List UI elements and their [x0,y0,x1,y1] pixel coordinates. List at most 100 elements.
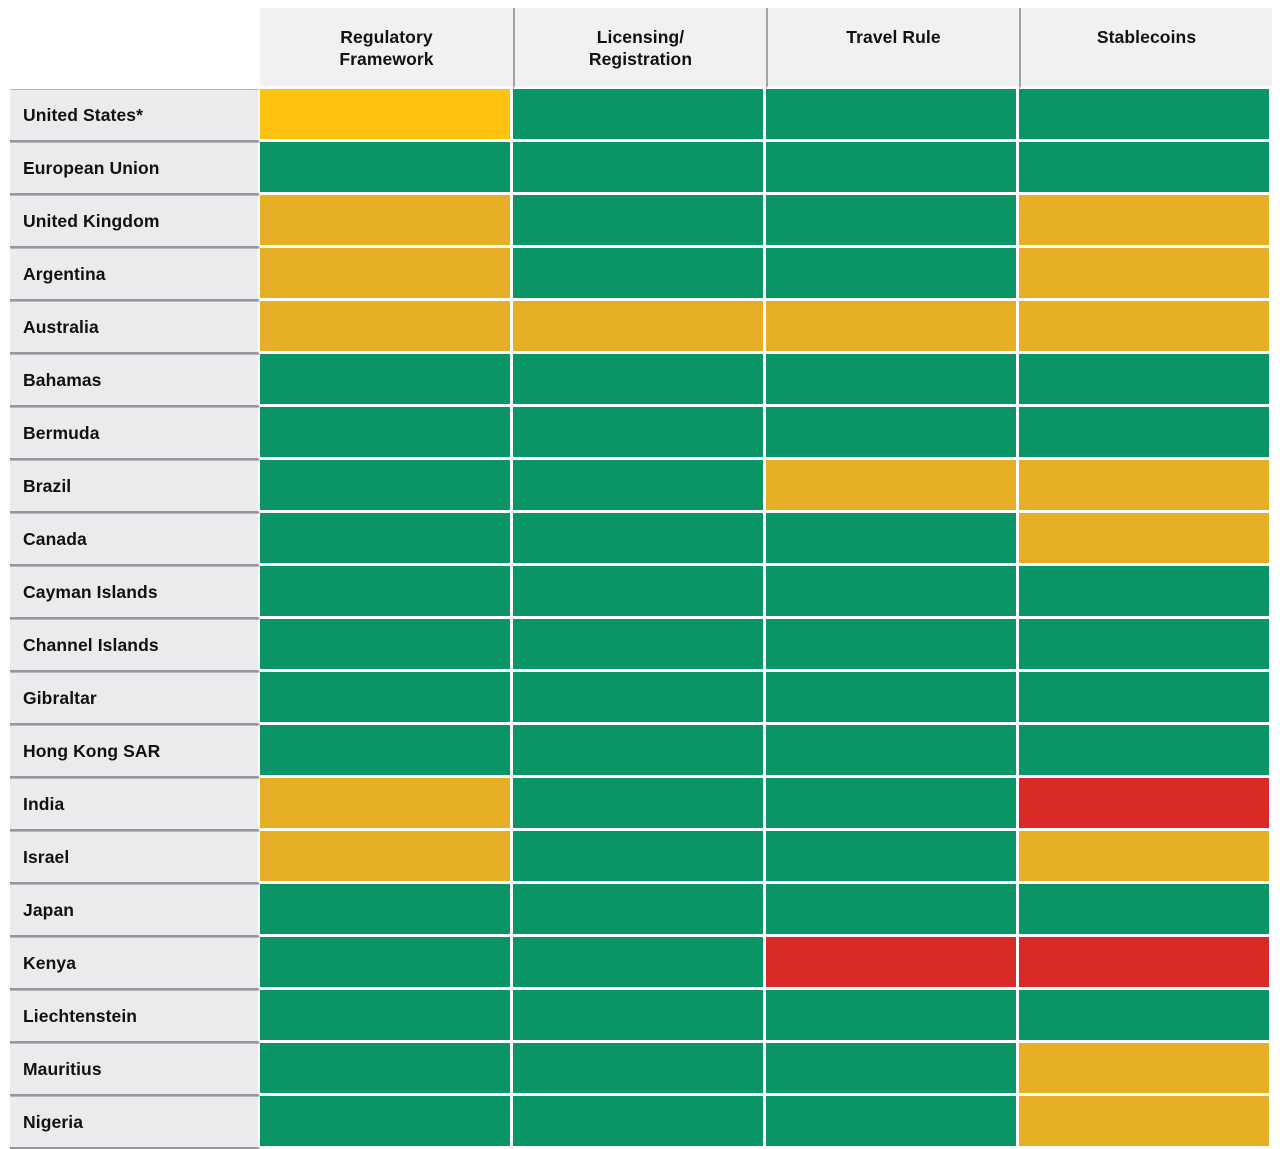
status-cell [513,672,766,725]
status-cell [260,354,513,407]
status-cell [513,1043,766,1096]
status-cell [513,460,766,513]
status-cell [513,195,766,248]
status-cell [1019,354,1272,407]
row-label-european-union: European Union [10,142,260,195]
status-cell [1019,831,1272,884]
row-label-israel: Israel [10,831,260,884]
status-cell [1019,1096,1272,1149]
status-cell [260,831,513,884]
row-label-argentina: Argentina [10,248,260,301]
status-cell [513,778,766,831]
column-header-stablecoins: Stablecoins [1019,8,1272,89]
status-cell [513,1096,766,1149]
status-cell [513,248,766,301]
status-cell [766,513,1019,566]
status-cell [1019,248,1272,301]
status-cell [766,407,1019,460]
status-cell [513,725,766,778]
status-cell [260,1043,513,1096]
status-cell [766,672,1019,725]
status-cell [1019,937,1272,990]
row-label-canada: Canada [10,513,260,566]
row-label-india: India [10,778,260,831]
row-label-channel-islands: Channel Islands [10,619,260,672]
row-label-cayman-islands: Cayman Islands [10,566,260,619]
status-cell [260,725,513,778]
status-cell [260,142,513,195]
row-label-bahamas: Bahamas [10,354,260,407]
status-cell [513,301,766,354]
status-cell [1019,990,1272,1043]
status-cell [513,513,766,566]
status-cell [513,619,766,672]
status-cell [513,354,766,407]
status-cell [513,937,766,990]
status-cell [513,831,766,884]
status-cell [766,195,1019,248]
status-cell [766,301,1019,354]
status-cell [766,619,1019,672]
status-cell [766,142,1019,195]
row-label-hong-kong-sar: Hong Kong SAR [10,725,260,778]
status-cell [1019,460,1272,513]
status-cell [766,725,1019,778]
status-cell [260,672,513,725]
status-cell [766,990,1019,1043]
status-cell [766,354,1019,407]
status-cell [260,89,513,142]
status-cell [1019,778,1272,831]
column-header-travel-rule: Travel Rule [766,8,1019,89]
status-cell [260,619,513,672]
status-cell [1019,89,1272,142]
status-cell [260,195,513,248]
status-cell [766,248,1019,301]
status-cell [1019,513,1272,566]
status-cell [260,990,513,1043]
status-cell [513,407,766,460]
status-cell [260,301,513,354]
row-label-gibraltar: Gibraltar [10,672,260,725]
status-cell [513,142,766,195]
row-label-liechtenstein: Liechtenstein [10,990,260,1043]
status-cell [1019,142,1272,195]
row-label-japan: Japan [10,884,260,937]
status-cell [1019,725,1272,778]
status-cell [766,566,1019,619]
status-cell [1019,566,1272,619]
status-cell [766,884,1019,937]
status-cell [1019,1043,1272,1096]
status-cell [260,884,513,937]
status-cell [766,89,1019,142]
status-cell [260,248,513,301]
status-cell [1019,672,1272,725]
status-cell [766,1043,1019,1096]
regulation-status-matrix: Regulatory Framework Licensing/ Registrat… [10,8,1272,1149]
status-cell [260,937,513,990]
column-header-regulatory-framework: Regulatory Framework [260,8,513,89]
status-cell [766,778,1019,831]
row-label-nigeria: Nigeria [10,1096,260,1149]
status-cell [513,89,766,142]
column-header-licensing-registration: Licensing/ Registration [513,8,766,89]
status-cell [1019,301,1272,354]
status-cell [766,460,1019,513]
status-cell [766,937,1019,990]
row-label-mauritius: Mauritius [10,1043,260,1096]
status-cell [513,884,766,937]
corner-spacer [10,8,260,89]
status-cell [513,990,766,1043]
row-label-brazil: Brazil [10,460,260,513]
status-cell [1019,884,1272,937]
matrix-grid: Regulatory Framework Licensing/ Registrat… [10,8,1272,1149]
status-cell [513,566,766,619]
status-cell [1019,619,1272,672]
status-cell [260,460,513,513]
row-label-united-kingdom: United Kingdom [10,195,260,248]
status-cell [260,513,513,566]
status-cell [260,566,513,619]
row-label-australia: Australia [10,301,260,354]
status-cell [766,831,1019,884]
status-cell [260,407,513,460]
status-cell [766,1096,1019,1149]
